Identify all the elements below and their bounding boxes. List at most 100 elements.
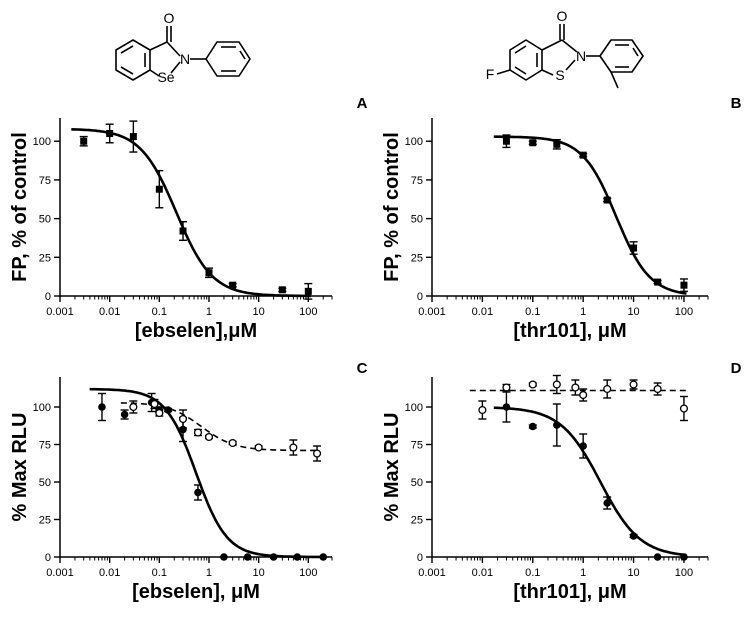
x-ticks: 0.001 0.01 0.1 1 10 100 xyxy=(418,557,709,579)
data-point xyxy=(80,137,88,145)
data-point xyxy=(205,269,213,277)
data-point xyxy=(98,403,106,411)
y-tick-label: 50 xyxy=(411,477,423,489)
data-point xyxy=(194,488,202,497)
data-point-open xyxy=(679,404,689,413)
y-axis-label: FP, % of control xyxy=(9,132,31,282)
y-tick-label: 100 xyxy=(405,136,423,148)
data-point-open xyxy=(193,428,203,437)
fit-curve-dashed xyxy=(120,402,320,452)
data-point-open xyxy=(502,383,511,392)
oxygen-label: O xyxy=(557,8,568,24)
data-point xyxy=(155,185,163,193)
panel-letter: B xyxy=(731,95,742,112)
data-points xyxy=(79,120,313,300)
data-point xyxy=(680,553,688,561)
fit-curves xyxy=(469,389,687,557)
chart-panel-a: A 0 25 50 75 100 0.001 0.01 0.1 1 10 100 FP, % of… xyxy=(9,95,368,342)
panel-letter: A xyxy=(357,95,368,112)
y-axis-label: % Max RLU xyxy=(381,413,403,522)
data-point xyxy=(680,281,688,289)
data-point xyxy=(229,281,237,289)
data-point xyxy=(269,553,278,561)
x-tick-label: 0.1 xyxy=(525,306,540,318)
x-tick-label: 100 xyxy=(675,567,693,579)
y-tick-label: 0 xyxy=(45,552,51,564)
x-tick-label: 0.1 xyxy=(152,567,167,579)
y-tick-label: 100 xyxy=(33,136,51,148)
y-tick-label: 0 xyxy=(417,552,423,564)
panel-letter: C xyxy=(357,360,368,377)
data-point xyxy=(220,553,228,561)
data-point-open xyxy=(155,408,164,418)
x-tick-label: 0.01 xyxy=(472,567,493,579)
x-tick-label: 0.1 xyxy=(152,306,167,318)
x-tick-label: 0.01 xyxy=(472,306,493,318)
data-point xyxy=(529,139,537,147)
y-ticks: 0 25 50 75 100 xyxy=(33,136,60,303)
data-point-open xyxy=(129,402,138,412)
data-point-open xyxy=(579,390,588,400)
chart-panel-b: B 0 25 50 75 100 0.001 0.01 0.1 1 10 100 FP, % of… xyxy=(381,95,742,342)
x-tick-label: 0.001 xyxy=(46,306,74,318)
x-tick-label: 100 xyxy=(299,306,317,318)
phenyl-ring xyxy=(205,41,251,77)
x-tick-label: 10 xyxy=(253,567,265,579)
y-tick-label: 25 xyxy=(411,515,423,527)
x-tick-label: 0.01 xyxy=(99,306,120,318)
y-tick-label: 50 xyxy=(39,214,51,226)
fit-curve xyxy=(89,387,326,559)
data-point xyxy=(629,532,638,540)
data-point-open xyxy=(552,380,561,389)
x-axis-label: [thr101], μM xyxy=(513,320,626,342)
data-point-open xyxy=(204,432,214,442)
y-ticks: 0 25 50 75 100 xyxy=(405,402,432,564)
y-tick-label: 100 xyxy=(33,402,51,414)
selenium-label: Se xyxy=(157,69,174,85)
data-point-open xyxy=(528,380,537,389)
data-point-open xyxy=(289,443,298,452)
data-point xyxy=(293,553,302,561)
data-point xyxy=(653,553,662,561)
data-point xyxy=(278,286,286,294)
x-axis-label: [ebselen], μM xyxy=(132,581,260,603)
sulfur-label: S xyxy=(555,67,564,83)
data-point xyxy=(579,442,587,450)
y-tick-label: 50 xyxy=(39,477,51,489)
data-point xyxy=(603,499,612,507)
x-tick-label: 1 xyxy=(206,567,212,579)
y-tick-label: 50 xyxy=(411,214,423,226)
y-axis-label: % Max RLU xyxy=(9,413,31,522)
y-tick-label: 25 xyxy=(39,515,51,527)
y-tick-label: 75 xyxy=(411,440,423,452)
x-tick-label: 0.001 xyxy=(418,306,446,318)
data-point-open xyxy=(228,438,237,448)
y-tick-label: 75 xyxy=(39,175,51,187)
fit-curve xyxy=(71,128,311,298)
x-tick-label: 1 xyxy=(580,306,586,318)
fit-curves xyxy=(493,135,687,295)
data-point xyxy=(630,244,638,252)
chart-panel-d: D 0 25 50 75 100 0.001 0.01 0.1 1 10 100 % Max RL… xyxy=(381,360,742,603)
x-tick-label: 0.001 xyxy=(418,567,446,579)
y-tick-label: 75 xyxy=(411,175,423,187)
data-point xyxy=(304,287,312,295)
x-ticks: 0.001 0.01 0.1 1 10 100 xyxy=(46,296,333,318)
fit-curves xyxy=(71,128,311,298)
data-point-open xyxy=(603,384,612,394)
data-point xyxy=(164,406,172,414)
y-tick-label: 0 xyxy=(417,291,423,303)
data-point xyxy=(502,403,511,411)
data-point xyxy=(579,151,587,159)
fluorine-label: F xyxy=(486,66,495,82)
y-axis-label: FP, % of control xyxy=(381,132,403,282)
y-tick-label: 100 xyxy=(405,402,423,414)
x-tick-label: 0.001 xyxy=(46,567,74,579)
fit-curve xyxy=(493,135,687,295)
data-point xyxy=(106,129,114,137)
data-point xyxy=(502,137,510,145)
data-points xyxy=(478,374,689,561)
data-point xyxy=(553,140,561,148)
